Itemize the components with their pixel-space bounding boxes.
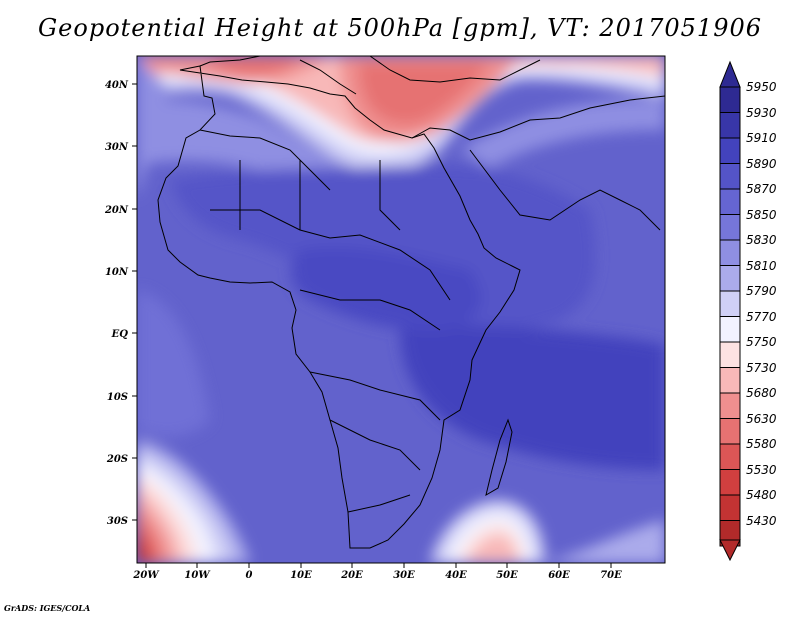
lon-axis: 20W 10W 0 10E 20E 30E 40E 50E 60E 70E xyxy=(132,563,622,581)
grads-credit: GrADS: IGES/COLA xyxy=(4,603,91,613)
map-frame xyxy=(136,55,666,564)
lat-label: 20S xyxy=(106,454,128,465)
lat-label: 20N xyxy=(104,205,129,216)
colorbar-swatch xyxy=(719,443,741,470)
colorbar-swatch xyxy=(719,341,741,368)
lat-label: 30S xyxy=(107,516,128,527)
colorbar-label: 5750 xyxy=(746,335,777,349)
colorbar-swatch xyxy=(719,112,741,139)
colorbar-label: 5630 xyxy=(746,412,777,426)
coastlines xyxy=(157,56,665,549)
lon-label: 60E xyxy=(548,570,570,581)
colorbar-label: 5890 xyxy=(746,157,777,171)
colorbar-swatch xyxy=(719,163,741,190)
colorbar-swatch xyxy=(719,316,741,343)
colorbar-swatch xyxy=(719,188,741,215)
colorbar-swatch xyxy=(719,239,741,266)
lat-label: 40N xyxy=(105,80,129,91)
colorbar-swatch xyxy=(719,214,741,241)
lon-label: 70E xyxy=(600,570,622,581)
lon-label: 0 xyxy=(246,570,253,581)
colorbar-label: 5430 xyxy=(746,514,777,528)
lon-label: 20E xyxy=(340,570,363,581)
colorbar-swatch xyxy=(719,418,741,445)
colorbar-swatch xyxy=(719,494,741,521)
colorbar-swatch xyxy=(719,137,741,164)
colorbar-top-arrow xyxy=(719,60,741,88)
lon-label: 50E xyxy=(496,570,518,581)
height-field xyxy=(137,56,665,563)
lon-label: 10W xyxy=(184,570,211,581)
colorbar-label: 5850 xyxy=(746,208,777,222)
colorbar-label: 5530 xyxy=(746,463,777,477)
colorbar-label: 5770 xyxy=(746,310,777,324)
lat-label: EQ xyxy=(111,329,129,340)
colorbar-label: 5680 xyxy=(746,386,777,400)
colorbar-label: 5870 xyxy=(746,182,777,196)
lat-label: 10N xyxy=(105,267,129,278)
colorbar-label: 5950 xyxy=(746,80,777,94)
colorbar-swatch xyxy=(719,469,741,496)
colorbar-label: 5480 xyxy=(746,488,777,502)
colorbar-swatch xyxy=(719,290,741,317)
lon-label: 30E xyxy=(393,570,415,581)
colorbar-label: 5930 xyxy=(746,106,777,120)
lat-axis: 40N 30N 20N 10N EQ 10S 20S 30S xyxy=(104,80,137,527)
colorbar-swatch xyxy=(719,86,741,113)
colorbar-label: 5830 xyxy=(746,233,777,247)
lat-label: 30N xyxy=(105,142,129,153)
colorbar-swatch xyxy=(719,367,741,394)
lat-label: 10S xyxy=(107,392,128,403)
colorbar-label: 5790 xyxy=(746,284,777,298)
colorbar-label: 5810 xyxy=(746,259,777,273)
colorbar-label: 5580 xyxy=(746,437,777,451)
lon-label: 10E xyxy=(290,570,312,581)
lon-label: 20W xyxy=(132,570,160,581)
colorbar-swatch xyxy=(719,392,741,419)
map-title: Geopotential Height at 500hPa [gpm], VT:… xyxy=(38,14,762,42)
lon-label: 40E xyxy=(445,570,467,581)
colorbar-bottom-arrow xyxy=(719,539,741,562)
colorbar-swatch xyxy=(719,265,741,292)
colorbar: 5950 5930 5910 5890 5870 5850 5830 5810 … xyxy=(719,60,777,562)
colorbar-label: 5730 xyxy=(746,361,777,375)
colorbar-label: 5910 xyxy=(746,131,777,145)
